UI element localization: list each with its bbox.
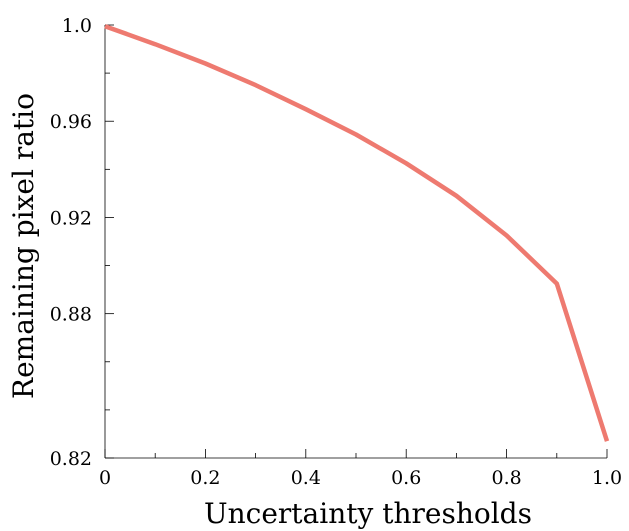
x-tick-label: 1.0 [592, 467, 622, 489]
y-tick-label: 1.0 [62, 15, 92, 37]
x-tick-label: 0.2 [190, 467, 220, 489]
y-tick-label: 0.92 [50, 207, 92, 229]
chart-ticks [104, 24, 608, 459]
series-line [104, 24, 610, 442]
x-tick-label: 0 [99, 467, 111, 489]
y-tick-label: 0.96 [50, 111, 92, 133]
chart-tick-labels: 0 0.2 0.4 0.6 0.8 1.0 0.82 0.88 0.92 0.96 1.0 [50, 15, 622, 489]
y-tick-label: 0.82 [50, 448, 92, 470]
y-tick-label: 0.88 [50, 304, 92, 326]
x-tick-label: 0.8 [491, 467, 521, 489]
x-tick-label: 0.6 [391, 467, 421, 489]
x-tick-label: 0.4 [291, 467, 321, 489]
chart-axes [104, 25, 607, 459]
x-axis-title: Uncertainty thresholds [204, 497, 532, 530]
y-axis-title: Remaining pixel ratio [7, 93, 40, 399]
chart-series [104, 24, 610, 442]
